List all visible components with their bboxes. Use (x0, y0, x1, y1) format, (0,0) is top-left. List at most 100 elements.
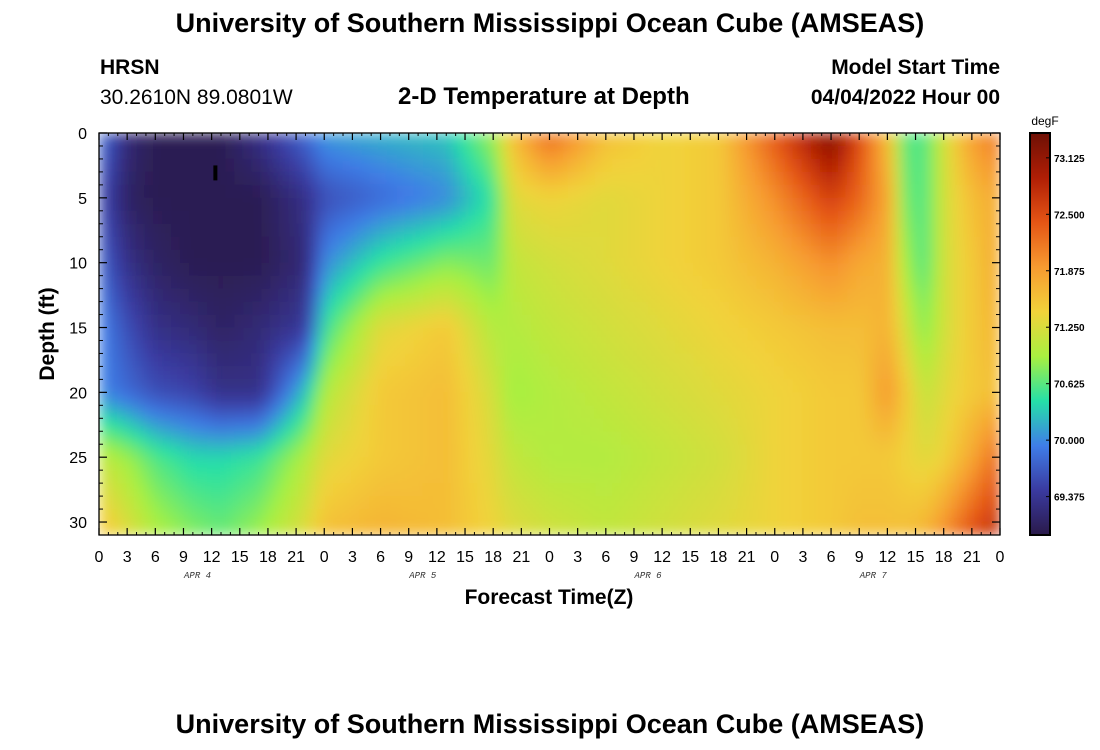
heatmap-cell (549, 249, 560, 264)
heatmap-cell (171, 288, 181, 303)
heatmap-cell (801, 236, 812, 251)
heatmap-cell (963, 327, 974, 342)
heatmap-cell (567, 496, 578, 510)
heatmap-cell (900, 509, 911, 523)
heatmap-cell (351, 379, 361, 393)
heatmap-cell (144, 133, 154, 147)
heatmap-cell (297, 236, 307, 251)
heatmap-cell (738, 457, 749, 471)
heatmap-cell (297, 288, 307, 303)
heatmap-cell (189, 262, 199, 277)
heatmap-cell (747, 314, 758, 329)
heatmap-cell (207, 444, 217, 458)
heatmap-cell (630, 470, 641, 484)
heatmap-cell (225, 496, 235, 510)
heatmap-cell (333, 314, 343, 329)
heatmap-cell (567, 418, 578, 432)
heatmap-cell (540, 457, 551, 471)
heatmap-cell (423, 366, 433, 380)
heatmap-cell (99, 197, 109, 212)
heatmap-cell (171, 366, 181, 380)
heatmap-cell (315, 223, 325, 238)
heatmap-cell (252, 340, 262, 355)
heatmap-cell (351, 366, 361, 380)
heatmap-cell (549, 314, 560, 329)
heatmap-cell (918, 418, 929, 432)
heatmap-cell (477, 223, 488, 238)
heatmap-cell (639, 210, 650, 225)
heatmap-cell (576, 379, 587, 393)
heatmap-cell (513, 184, 524, 199)
heatmap-cell (495, 509, 506, 523)
heatmap-cell (648, 483, 659, 497)
heatmap-cell (936, 249, 947, 264)
heatmap-cell (207, 301, 217, 316)
heatmap-cell (693, 197, 704, 212)
heatmap-cell (198, 379, 208, 393)
heatmap-cell (684, 197, 695, 212)
heatmap-cell (441, 249, 451, 264)
heatmap-cell (972, 366, 983, 380)
heatmap-cell (522, 405, 533, 419)
heatmap-cell (171, 405, 181, 419)
heatmap-cell (414, 184, 424, 199)
heatmap-cell (954, 483, 965, 497)
heatmap-cell (549, 236, 560, 251)
heatmap-cell (531, 249, 542, 264)
heatmap-cell (954, 379, 965, 393)
heatmap-cell (684, 483, 695, 497)
heatmap-cell (261, 392, 271, 406)
heatmap-cell (594, 171, 605, 186)
heatmap-cell (396, 262, 406, 277)
heatmap-cell (720, 496, 731, 510)
heatmap-cell (576, 392, 587, 406)
heatmap-cell (414, 340, 424, 355)
heatmap-cell (918, 483, 929, 497)
heatmap-cell (828, 327, 839, 342)
heatmap-cell (936, 327, 947, 342)
heatmap-cell (234, 418, 244, 432)
heatmap-cell (837, 158, 848, 173)
heatmap-cell (432, 366, 442, 380)
heatmap-cell (990, 314, 1000, 329)
heatmap-cell (459, 236, 470, 251)
heatmap-cell (414, 223, 424, 238)
heatmap-cell (171, 184, 181, 199)
heatmap-cell (279, 249, 289, 264)
heatmap-cell (792, 171, 803, 186)
heatmap-cell (513, 301, 524, 316)
heatmap-cell (873, 405, 884, 419)
heatmap-cell (801, 145, 812, 160)
heatmap-cell (882, 431, 893, 445)
heatmap-cell (612, 133, 623, 147)
heatmap-cell (765, 223, 776, 238)
heatmap-cell (648, 496, 659, 510)
heatmap-cell (468, 470, 479, 484)
heatmap-cell (927, 249, 938, 264)
heatmap-cell (765, 210, 776, 225)
heatmap-cell (945, 210, 956, 225)
heatmap-cell (909, 353, 920, 368)
heatmap-cell (567, 145, 578, 160)
heatmap-cell (657, 457, 668, 471)
heatmap-cell (765, 301, 776, 316)
heatmap-cells (99, 133, 1000, 535)
heatmap-cell (126, 483, 136, 497)
heatmap-cell (855, 249, 866, 264)
heatmap-cell (198, 184, 208, 199)
heatmap-cell (828, 392, 839, 406)
heatmap-cell (144, 249, 154, 264)
heatmap-cell (567, 457, 578, 471)
heatmap-cell (954, 444, 965, 458)
heatmap-cell (612, 145, 623, 160)
heatmap-cell (702, 327, 713, 342)
heatmap-cell (675, 197, 686, 212)
heatmap-cell (954, 431, 965, 445)
heatmap-cell (99, 249, 109, 264)
heatmap-cell (270, 210, 280, 225)
heatmap-cell (315, 379, 325, 393)
heatmap-cell (180, 496, 190, 510)
heatmap-cell (774, 314, 785, 329)
heatmap-cell (315, 249, 325, 264)
heatmap-cell (99, 509, 109, 523)
